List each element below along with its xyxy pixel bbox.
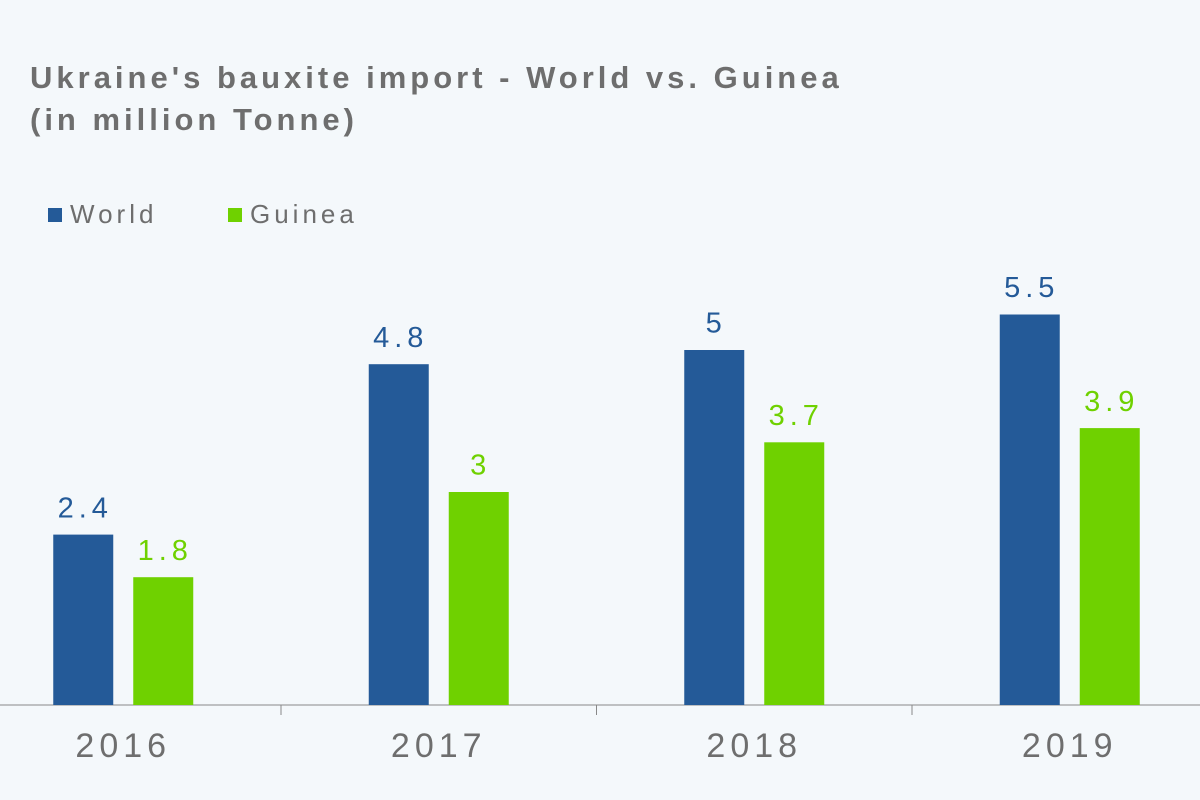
data-label: 3.9 <box>1084 386 1139 418</box>
legend-label: World <box>70 199 157 229</box>
legend-label: Guinea <box>250 199 358 229</box>
bar <box>448 492 509 705</box>
bar <box>764 442 825 705</box>
x-tick-label: 2017 <box>391 727 487 765</box>
data-label: 1.8 <box>138 535 193 567</box>
bar <box>684 350 745 705</box>
legend-swatch <box>228 208 242 222</box>
bar <box>368 364 429 705</box>
x-tick-label: 2018 <box>706 727 802 765</box>
data-label: 3 <box>470 450 491 482</box>
data-label: 4.8 <box>373 322 428 354</box>
data-label: 5 <box>706 308 727 340</box>
bar <box>53 534 114 705</box>
data-label: 3.7 <box>769 400 824 432</box>
bar <box>1079 428 1140 705</box>
legend-swatch <box>48 208 62 222</box>
chart-subtitle: (in million Tonne) <box>30 102 358 137</box>
bar <box>133 577 194 705</box>
data-label: 5.5 <box>1004 272 1059 304</box>
chart-title: Ukraine's bauxite import - World vs. Gui… <box>30 60 843 95</box>
bar <box>999 314 1060 705</box>
data-label: 2.4 <box>58 492 113 524</box>
x-tick-label: 2019 <box>1022 727 1118 765</box>
x-tick-label: 2016 <box>75 727 171 765</box>
